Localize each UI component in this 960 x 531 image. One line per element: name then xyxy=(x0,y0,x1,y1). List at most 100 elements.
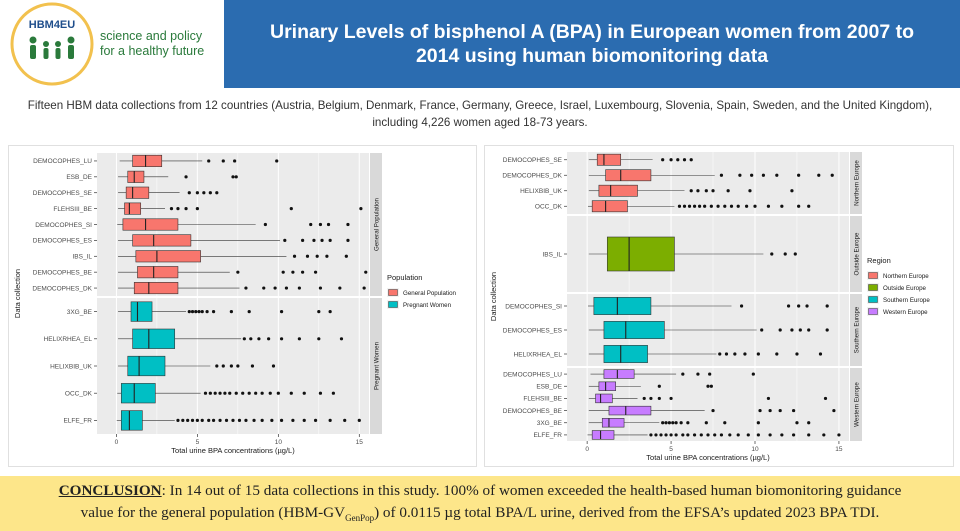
facet-strip xyxy=(370,298,382,434)
y-tick-label: HELIXRHEA_EL xyxy=(44,336,93,343)
facet-strip xyxy=(370,153,382,296)
facet-strip-label: General Population xyxy=(374,197,381,251)
outlier-point xyxy=(768,433,772,437)
outlier-point xyxy=(242,337,246,341)
box xyxy=(591,200,628,213)
box xyxy=(127,355,166,377)
outlier-point xyxy=(723,204,727,208)
outlier-point xyxy=(681,372,685,376)
box xyxy=(593,297,652,315)
outlier-point xyxy=(696,189,700,193)
y-tick-label: IBS_IL xyxy=(542,251,562,258)
outlier-point xyxy=(719,173,724,177)
facet-western-europe: Western Europe DEMOCOPHES_LU ESB_DE FLEHSII… xyxy=(503,368,862,441)
outlier-point xyxy=(270,418,274,422)
outlier-point xyxy=(207,159,211,163)
box-row-ibs_il: IBS_IL xyxy=(542,236,797,272)
outlier-point xyxy=(176,418,180,422)
box-row-democophes_si: DEMOCOPHES_SI xyxy=(505,297,829,315)
box xyxy=(598,184,638,197)
box-row-democophes_se: DEMOCOPHES_SE xyxy=(503,153,693,166)
logo-tagline-1: science and policy xyxy=(100,29,203,43)
outlier-point xyxy=(194,310,198,314)
outlier-point xyxy=(254,391,258,395)
box-row-3xg_be: 3XG_BE xyxy=(67,301,332,322)
outlier-point xyxy=(780,204,784,208)
outlier-point xyxy=(184,207,188,211)
outlier-point xyxy=(797,173,801,177)
outlier-point xyxy=(223,391,227,395)
outlier-point xyxy=(318,222,323,227)
outlier-point xyxy=(237,418,242,422)
facet-outside-europe: Outside Europe IBS_IL xyxy=(542,216,862,292)
outlier-point xyxy=(661,158,665,162)
outlier-point xyxy=(792,433,796,437)
outlier-point xyxy=(698,204,702,208)
x-tick-label: 0 xyxy=(585,446,589,453)
outlier-point xyxy=(681,433,685,437)
outlier-point xyxy=(325,254,329,258)
outlier-point xyxy=(186,418,190,422)
outlier-point xyxy=(228,391,232,395)
outlier-point xyxy=(291,418,295,422)
box-row-democophes_be: DEMOCOPHES_BE xyxy=(33,266,368,279)
outlier-point xyxy=(276,391,280,395)
x-axis: 0 5 10 15 Total urine BPA concentrations (µg… xyxy=(115,434,364,455)
outlier-point xyxy=(775,173,779,177)
box xyxy=(135,250,201,263)
box-row-helixrhea_el: HELIXRHEA_EL xyxy=(514,345,823,363)
facet-strip-label: Southern Europe xyxy=(854,306,861,353)
chart-panel-region: Northern Europe DEMOCOPHES_SE DEMOCOPHES_D… xyxy=(484,145,954,467)
boxplot-by-population: General Population DEMOCOPHES_LU ESB_DE DEM… xyxy=(13,153,457,455)
outlier-point xyxy=(317,337,321,341)
outlier-point xyxy=(302,391,306,395)
outlier-point xyxy=(748,189,752,193)
box xyxy=(133,282,179,295)
box xyxy=(606,236,675,272)
outlier-point xyxy=(273,286,277,290)
y-tick-label: ESB_DE xyxy=(536,384,562,391)
box xyxy=(122,218,179,231)
logo-tagline-2: for a healthy future xyxy=(100,44,204,58)
outlier-point xyxy=(301,238,305,242)
outlier-point xyxy=(667,421,671,425)
outlier-point xyxy=(231,418,235,422)
legend-title: Region xyxy=(867,256,891,265)
y-tick-label: OCC_DK xyxy=(65,391,93,398)
hbm4eu-logo: HBM4EU science and policy for a healthy … xyxy=(0,0,224,88)
box-row-elfe_fr: ELFE_FR xyxy=(533,430,841,440)
outlier-point xyxy=(783,252,787,256)
outlier-point xyxy=(825,328,829,332)
legend-swatch xyxy=(868,308,878,315)
outlier-point xyxy=(181,418,185,422)
conclusion-text-b: value for the general population (HBM-GV xyxy=(80,504,346,522)
outlier-point xyxy=(262,286,266,290)
x-tick-label: 5 xyxy=(196,439,200,446)
outlier-point xyxy=(689,158,693,162)
outlier-point xyxy=(359,207,363,211)
outlier-point xyxy=(279,418,284,422)
x-tick-label: 15 xyxy=(356,439,364,446)
box xyxy=(127,170,145,183)
outlier-point xyxy=(659,433,663,437)
outlier-point xyxy=(241,391,245,395)
outlier-point xyxy=(275,159,279,163)
outlier-point xyxy=(733,352,737,356)
outlier-point xyxy=(338,286,342,290)
conclusion-line-2: value for the general population (HBM-GV… xyxy=(0,502,960,525)
outlier-point xyxy=(257,337,261,341)
outlier-point xyxy=(208,191,212,195)
outlier-point xyxy=(642,396,646,401)
outlier-point xyxy=(218,391,222,395)
y-tick-label: OCC_DK xyxy=(535,204,563,211)
box-row-occ_dk: OCC_DK xyxy=(535,200,811,213)
outlier-point xyxy=(728,433,732,437)
outlier-point xyxy=(249,337,253,341)
y-tick-label: 3XG_BE xyxy=(67,309,93,316)
y-axis-title: Data collection xyxy=(489,272,498,321)
outlier-point xyxy=(766,204,771,208)
facet-strip xyxy=(850,294,862,366)
outlier-point xyxy=(751,372,755,376)
outlier-point xyxy=(289,391,293,395)
facet-pregnant-women: Pregnant Women 3XG_BE HELIXRHEA_EL HELIXBIB… xyxy=(44,298,382,434)
